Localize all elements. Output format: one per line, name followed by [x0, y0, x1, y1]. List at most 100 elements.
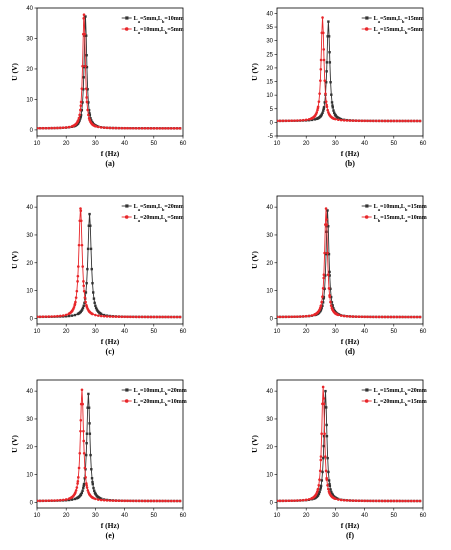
data-point — [321, 385, 325, 389]
data-point — [87, 113, 90, 117]
data-point — [331, 104, 334, 107]
data-point — [38, 126, 42, 130]
data-point — [327, 35, 331, 38]
legend-marker — [364, 27, 369, 31]
data-point — [94, 124, 97, 128]
data-point — [317, 100, 321, 103]
y-tick-label: 25 — [266, 52, 273, 58]
data-point — [140, 499, 144, 503]
data-point — [328, 274, 331, 277]
data-point — [44, 315, 48, 318]
data-point — [93, 301, 96, 305]
data-point — [296, 315, 299, 318]
series-red — [277, 16, 422, 123]
y-tick-label: 30 — [26, 417, 33, 423]
x-tick-label: 50 — [390, 329, 397, 335]
data-point — [322, 397, 326, 400]
data-point — [319, 308, 323, 312]
x-tick-label: 60 — [180, 513, 187, 519]
data-point — [326, 35, 329, 38]
data-point — [322, 58, 326, 62]
data-point — [143, 127, 147, 130]
data-point — [332, 109, 335, 112]
data-point — [327, 470, 330, 474]
data-point — [80, 109, 84, 112]
data-point — [59, 314, 62, 318]
data-point — [85, 65, 89, 69]
data-point — [114, 126, 118, 130]
data-point — [89, 453, 92, 457]
data-point — [320, 307, 323, 310]
data-point — [325, 81, 328, 84]
data-point — [326, 484, 329, 487]
y-tick-label: 30 — [266, 417, 273, 423]
legend-marker — [365, 204, 369, 208]
data-point — [357, 119, 361, 123]
legend-label: La=5mm,Lb=15mm — [374, 16, 424, 24]
data-point — [73, 302, 77, 306]
data-point — [85, 483, 88, 487]
data-point — [392, 119, 396, 123]
data-point — [158, 499, 161, 503]
data-point — [90, 267, 93, 271]
data-point — [155, 315, 159, 319]
data-point — [84, 476, 87, 479]
data-point — [324, 469, 328, 473]
panel-label: (b) — [345, 159, 355, 168]
data-point — [82, 88, 85, 91]
data-point — [401, 315, 404, 319]
data-point — [316, 105, 320, 109]
data-point — [357, 499, 361, 503]
x-tick-label: 10 — [274, 141, 281, 147]
data-point — [81, 101, 84, 104]
x-tick-label: 60 — [420, 329, 427, 335]
data-point — [357, 315, 361, 319]
plot-frame — [276, 7, 424, 137]
data-point — [287, 315, 290, 319]
data-point — [84, 291, 88, 294]
data-point — [167, 127, 170, 130]
data-point — [82, 76, 85, 79]
data-point — [92, 297, 96, 300]
data-point — [92, 486, 95, 490]
data-point — [61, 126, 65, 130]
data-point — [342, 314, 346, 318]
data-point — [91, 312, 94, 316]
data-point — [75, 289, 79, 293]
data-point — [82, 13, 86, 17]
data-point — [328, 270, 331, 274]
data-point — [94, 304, 97, 308]
data-point — [345, 499, 349, 502]
data-point — [77, 265, 80, 268]
data-point — [50, 499, 53, 502]
data-point — [86, 108, 89, 112]
data-point — [329, 488, 332, 491]
x-tick-label: 60 — [420, 513, 427, 519]
data-point — [412, 315, 416, 319]
data-point — [65, 315, 68, 318]
y-tick-label: 30 — [26, 233, 33, 239]
data-point — [178, 127, 182, 130]
legend-label: La=20mm,Lb=15mm — [374, 399, 427, 407]
data-point — [149, 127, 153, 130]
data-point — [164, 499, 167, 503]
data-point — [80, 491, 84, 494]
plot-frame — [276, 379, 424, 509]
data-point — [146, 499, 150, 503]
x-tick-label: 20 — [63, 329, 70, 335]
data-point — [326, 108, 329, 112]
data-point — [319, 484, 323, 488]
data-point — [327, 20, 330, 23]
data-point — [369, 119, 372, 123]
data-point — [77, 476, 80, 479]
data-point — [111, 315, 115, 318]
x-tick-label: 40 — [361, 513, 368, 519]
x-tick-label: 50 — [390, 141, 397, 147]
data-point — [366, 499, 369, 503]
data-point — [326, 273, 330, 276]
data-point — [284, 499, 288, 503]
panel-label: (d) — [345, 347, 355, 356]
data-point — [161, 499, 164, 503]
data-point — [64, 313, 68, 317]
data-point — [47, 499, 50, 502]
